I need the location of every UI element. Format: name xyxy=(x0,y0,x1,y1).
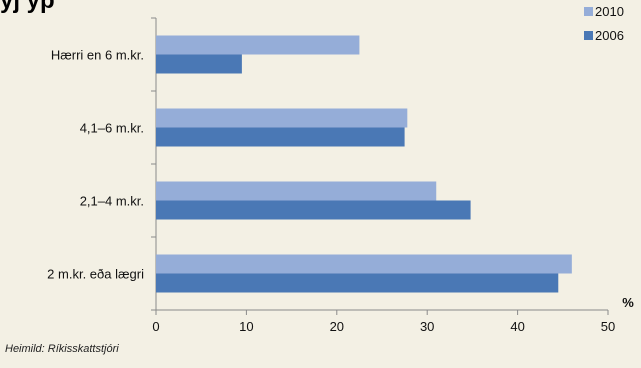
bar-2010 xyxy=(156,254,572,274)
legend-label-2006: 2006 xyxy=(595,28,624,43)
x-tick-label: 10 xyxy=(239,319,253,334)
x-unit-label: % xyxy=(622,295,634,310)
bar-2010 xyxy=(156,181,437,201)
bar-2010 xyxy=(156,108,408,128)
bar-2006 xyxy=(156,54,242,74)
x-tick-label: 50 xyxy=(601,319,615,334)
legend-swatch-2006 xyxy=(584,31,593,40)
bar-2006 xyxy=(156,273,559,293)
category-label: 2 m.kr. eða lægri xyxy=(47,267,144,282)
legend-swatch-2010 xyxy=(584,7,593,16)
legend-label-2010: 2010 xyxy=(595,4,624,19)
category-label: 4,1–6 m.kr. xyxy=(80,121,144,136)
bar-2006 xyxy=(156,127,405,147)
bar-2010 xyxy=(156,35,360,55)
bar-2006 xyxy=(156,200,471,220)
chart-title-partial: yj yp xyxy=(0,0,55,14)
category-label: 2,1–4 m.kr. xyxy=(80,194,144,209)
source-note: Heimild: Ríkisskattstjóri xyxy=(5,343,119,355)
x-tick-label: 0 xyxy=(152,319,159,334)
x-tick-label: 40 xyxy=(510,319,524,334)
x-tick-label: 20 xyxy=(330,319,344,334)
category-label: Hærri en 6 m.kr. xyxy=(51,48,144,63)
x-tick-label: 30 xyxy=(420,319,434,334)
